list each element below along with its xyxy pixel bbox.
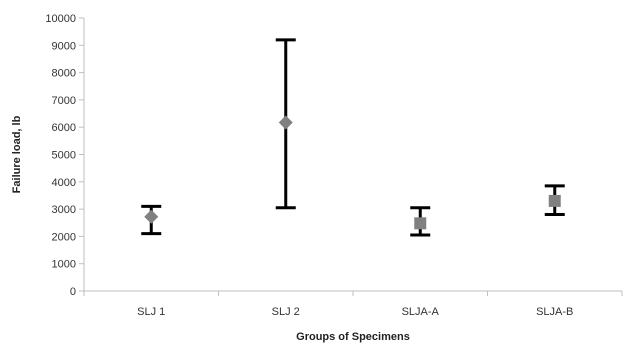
x-axis-title: Groups of Specimens bbox=[296, 331, 410, 343]
x-tick-label: SLJA-A bbox=[402, 306, 440, 318]
y-tick-label: 3000 bbox=[52, 204, 76, 216]
y-tick-label: 9000 bbox=[52, 40, 76, 52]
x-tick-label: SLJA-B bbox=[536, 306, 573, 318]
data-point bbox=[278, 115, 293, 130]
data-point bbox=[548, 194, 561, 207]
y-tick-label: 2000 bbox=[52, 231, 76, 243]
y-tick-label: 5000 bbox=[52, 150, 76, 162]
x-tick-label: SLJ 2 bbox=[272, 306, 300, 318]
data-markers bbox=[144, 115, 561, 230]
x-tick-label: SLJ 1 bbox=[137, 306, 165, 318]
y-tick-label: 10000 bbox=[45, 13, 76, 25]
y-tick-label: 6000 bbox=[52, 122, 76, 134]
y-tick-label: 1000 bbox=[52, 259, 76, 271]
data-point bbox=[144, 209, 159, 224]
y-tick-label: 7000 bbox=[52, 95, 76, 107]
y-tick-label: 8000 bbox=[52, 68, 76, 80]
data-point bbox=[414, 217, 427, 230]
error-bars bbox=[141, 38, 565, 237]
y-tick-label: 0 bbox=[70, 286, 76, 298]
x-axis-ticks: SLJ 1 SLJ 2 SLJA-A SLJA-B bbox=[83, 291, 623, 318]
y-axis-ticks: 0 1000 2000 3000 4000 5000 6000 7000 8000 9000 100… bbox=[45, 13, 84, 298]
y-tick-label: 4000 bbox=[52, 177, 76, 189]
y-axis-title: Failure load, lb bbox=[11, 115, 23, 193]
